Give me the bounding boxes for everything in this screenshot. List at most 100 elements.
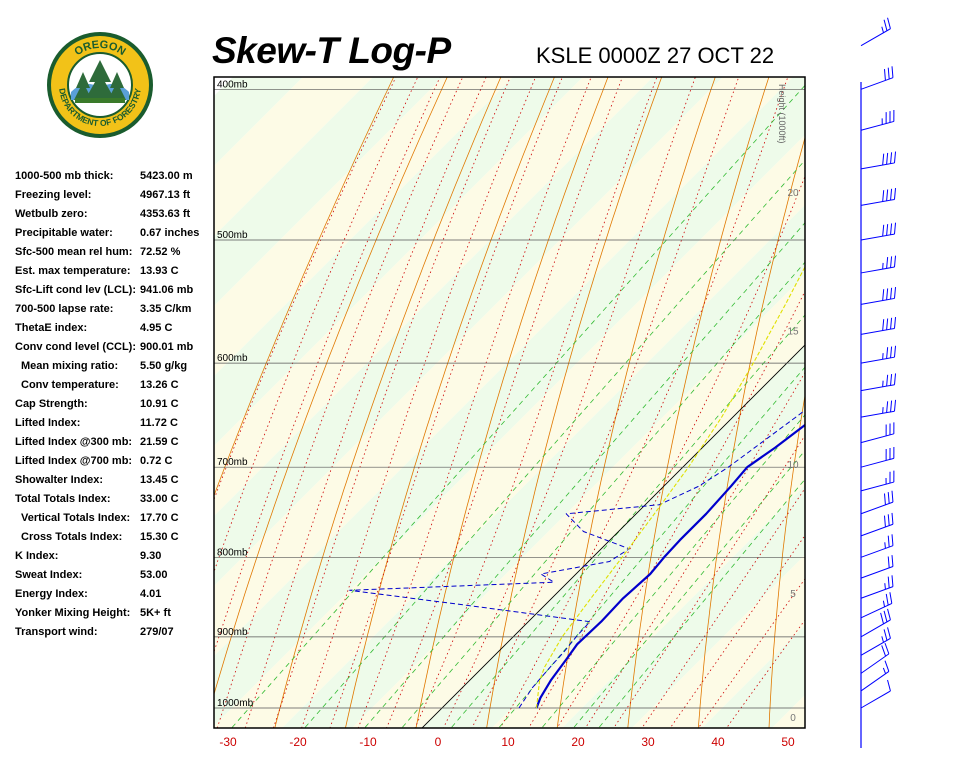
wind-barb-flag [893,345,897,358]
stat-label: Conv temperature: [21,379,119,391]
wind-barb [860,345,897,364]
wind-barb-shaft [860,586,894,599]
wind-barb-flag [890,374,893,386]
wind-barb-flag [886,152,889,165]
isotherm-band [632,555,805,728]
wind-barb-flag [884,642,890,655]
wind-barb [860,188,897,206]
stat-label: Precipitable water: [15,227,113,239]
stat-value: 900.01 mb [140,341,194,353]
wind-barb [860,287,897,305]
wind-barb-flag [891,575,894,587]
wind-barb-flag [890,287,893,300]
stat-label: Lifted Index @700 mb: [15,455,133,467]
wind-barb-flag [886,318,889,330]
stat-value: 13.93 C [140,265,179,277]
wind-barb-flag [893,317,897,329]
wind-barb-flag [883,69,886,81]
wind-barb-half-flag [881,636,884,643]
wind-barb-flag [890,317,893,330]
wind-barb-flag [893,151,897,163]
wind-barb-shaft [860,566,894,579]
wind-barb-shaft [860,545,894,558]
wind-barb [860,66,894,90]
logo-tree-icon [74,60,126,100]
stat-value: 5423.00 m [140,170,193,182]
stat-value: 0.67 inches [140,227,200,239]
moist-adiabat-line [669,534,805,728]
moist-adiabat-line [301,77,537,728]
wind-barb-flag [882,289,885,301]
moist-adiabat-line [244,77,487,728]
stat-label: Vertical Totals Index: [21,512,131,524]
moist-adiabat-line [697,578,805,728]
wind-barb-flag [883,493,886,505]
mixing-ratio-line [598,478,805,728]
temperature-tick-label: 50 [781,735,795,749]
temperature-tick-label: 20 [571,735,585,749]
stat-value: 72.52 % [140,246,181,258]
wind-barb-flag [887,535,890,548]
stat-value: 9.30 [140,550,162,562]
wind-barb-flag [887,17,891,29]
parcel-line [535,265,805,709]
wind-barb-half-flag [882,667,887,674]
stat-label: Sweat Index: [15,569,83,581]
isotherm-band [798,0,960,768]
moist-adiabat-line [442,77,696,728]
stat-value: 4967.13 ft [140,189,191,201]
stat-label: ThetaE index: [15,322,88,334]
mixing-ratio-line [450,314,805,728]
stat-row: Precipitable water: 0.67 inches [15,225,215,244]
temperature-tick-label: 10 [501,735,515,749]
stat-value: 0.72 C [140,455,173,467]
wind-barb [860,555,894,579]
wind-barb-flag [893,255,897,268]
temperature-tick-label: 40 [711,735,725,749]
stat-row: Transport wind: 279/07 [15,624,215,643]
wind-barb-half-flag [884,583,886,590]
stat-row: Yonker Mixing Height: 5K+ ft [15,605,215,624]
wind-barb-flag [890,223,893,235]
isotherm-band [282,205,805,728]
pressure-label: 900mb [217,627,248,638]
stat-row: 700-500 lapse rate: 3.35 C/km [15,301,215,320]
stat-value: 279/07 [140,626,174,638]
stat-row: Sweat Index: 53.00 [15,567,215,586]
temperature-tick-label: -10 [359,735,377,749]
wind-barb-flag [891,534,894,546]
wind-barb-flag [893,287,897,299]
wind-barb-shaft [860,603,893,619]
mixing-ratio-line [498,366,805,728]
stat-value: 17.70 C [140,512,179,524]
wind-barb-half-flag [882,600,886,607]
station-time-label: KSLE 0000Z 27 OCT 22 [536,43,775,68]
stat-row: Energy Index: 4.01 [15,586,215,605]
height-tick-label: 10 [787,460,799,471]
dry-adiabat-line [345,77,555,728]
wind-barb-flag [890,346,893,358]
stat-row: Est. max temperature: 13.93 C [15,263,215,282]
stat-row: Sfc-Lift cond lev (LCL): 941.06 mb [15,282,215,301]
height-tick-label: 20 [787,188,799,199]
height-tick-label: 5 [790,589,796,600]
stat-label: Wetbulb zero: [15,208,88,220]
wind-barb-flag [880,612,885,624]
wind-barb-shaft [860,637,891,656]
wind-barb-flag [891,555,894,567]
wind-barb [860,608,891,638]
pressure-label: 700mb [217,457,248,468]
stat-value: 53.00 [140,569,168,581]
stat-row: K Index: 9.30 [15,548,215,567]
stat-row: Cross Totals Index: 15.30 C [15,529,215,548]
stat-label: Est. max temperature: [15,265,131,277]
stat-value: 5.50 g/kg [140,360,188,372]
wind-barb-flag [890,152,893,164]
wind-barb-flag [886,257,889,269]
wind-barb-shaft [860,356,895,364]
wind-barb [860,660,890,692]
stat-row: Total Totals Index: 33.00 C [15,491,215,510]
stat-value: 33.00 C [140,493,179,505]
zero-isotherm-line [421,344,805,728]
